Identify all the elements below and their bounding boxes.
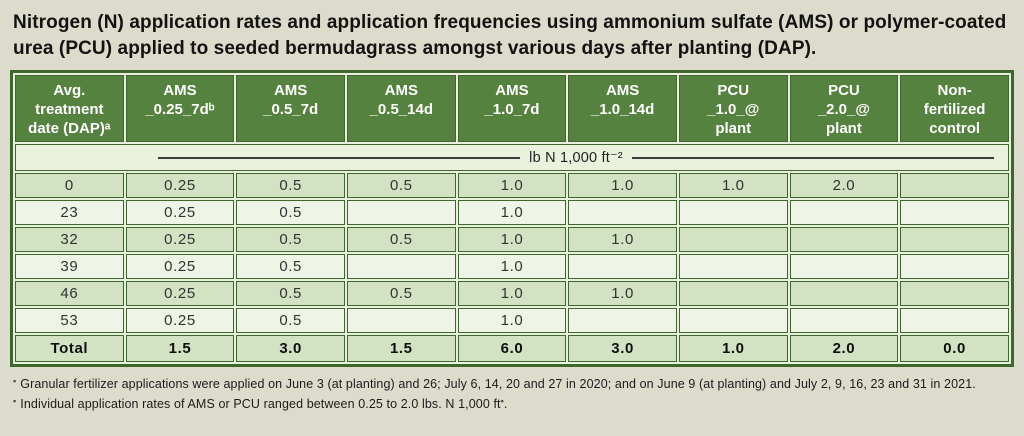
data-table: Avg. treatment date (DAP)ᵃ AMS _0.25_7dᵇ…	[10, 69, 1014, 368]
total-cell-pcu-10: 1.0	[678, 335, 788, 363]
left-dash-rule	[158, 156, 521, 159]
table-cell	[789, 254, 899, 280]
unit-row-cell: lb N 1,000 ft⁻²	[15, 144, 1009, 172]
table-cell: 0.5	[346, 173, 456, 199]
unit-label: lb N 1,000 ft⁻²	[529, 149, 623, 166]
table-row: 23 0.25 0.5 1.0	[15, 200, 1009, 226]
table-cell	[678, 200, 788, 226]
table-cell	[900, 200, 1009, 226]
total-cell-ams-10-14d: 3.0	[568, 335, 677, 363]
table-cell: 1.0	[568, 227, 677, 253]
table-cell	[900, 173, 1009, 199]
footnote-b-text: Individual application rates of AMS or P…	[20, 397, 501, 412]
footnote-b: ▪ Individual application rates of AMS or …	[13, 394, 1011, 414]
footnote-b-marker: ▪	[13, 396, 17, 407]
table-cell: 0.5	[236, 200, 345, 226]
table-cell	[568, 254, 677, 280]
table-cell	[568, 200, 677, 226]
total-cell-ams-10-7d: 6.0	[457, 335, 567, 363]
column-header-pcu-10-at-plant: PCU _1.0_@ plant	[678, 74, 788, 143]
table-cell: 1.0	[568, 281, 677, 307]
column-header-avg-treatment-date: Avg. treatment date (DAP)ᵃ	[15, 74, 124, 143]
table-cell: 0.25	[125, 308, 235, 334]
table-cell: 0.25	[125, 254, 235, 280]
total-cell-pcu-20: 2.0	[789, 335, 899, 363]
total-row-label: Total	[15, 335, 124, 363]
right-dash-rule	[631, 156, 995, 159]
column-header-ams-10-14d: AMS _1.0_14d	[568, 74, 677, 143]
table-cell: 0.5	[236, 308, 345, 334]
unit-row-content: lb N 1,000 ft⁻²	[149, 150, 1003, 166]
table-cell	[568, 308, 677, 334]
unit-row: lb N 1,000 ft⁻²	[15, 144, 1009, 172]
column-header-ams-05-7d: AMS _0.5_7d	[236, 74, 345, 143]
table-cell: 1.0	[678, 173, 788, 199]
table-row: 46 0.25 0.5 0.5 1.0 1.0	[15, 281, 1009, 307]
table-cell	[346, 254, 456, 280]
table-cell: 0.5	[236, 227, 345, 253]
table-row: 53 0.25 0.5 1.0	[15, 308, 1009, 334]
table-cell: 0.25	[125, 200, 235, 226]
column-header-ams-05-14d: AMS _0.5_14d	[346, 74, 456, 143]
footnotes: ▪ Granular fertilizer applications were a…	[13, 374, 1011, 415]
table-cell: 0.5	[346, 227, 456, 253]
column-header-ams-025-7d: AMS _0.25_7dᵇ	[125, 74, 235, 143]
table-cell: 1.0	[457, 308, 567, 334]
table-cell	[789, 227, 899, 253]
table-cell: 0.25	[125, 227, 235, 253]
table-cell: 0.25	[125, 173, 235, 199]
row-label-cell: 0	[15, 173, 124, 199]
table-cell	[346, 200, 456, 226]
total-row: Total 1.5 3.0 1.5 6.0 3.0 1.0 2.0 0.0	[15, 335, 1009, 363]
table-cell: 0.5	[236, 281, 345, 307]
table-cell	[678, 254, 788, 280]
table-cell	[900, 254, 1009, 280]
table-cell	[678, 227, 788, 253]
table-cell	[678, 308, 788, 334]
row-label-cell: 53	[15, 308, 124, 334]
table-body: 0 0.25 0.5 0.5 1.0 1.0 1.0 2.0 23 0.25 0.5 1.0 32 0.2…	[15, 173, 1009, 334]
row-label-cell: 23	[15, 200, 124, 226]
table-cell: 1.0	[457, 200, 567, 226]
footnote-a-marker: ▪	[13, 376, 17, 387]
table-cell: 0.5	[346, 281, 456, 307]
table-cell: 1.0	[457, 227, 567, 253]
table-cell	[900, 308, 1009, 334]
column-header-nonfertilized-control: Non- fertilized control	[900, 74, 1009, 143]
total-cell-ams-05-14d: 1.5	[346, 335, 456, 363]
table-cell	[789, 281, 899, 307]
total-cell-ams-025-7d: 1.5	[125, 335, 235, 363]
footnote-b-superscript: ▪	[500, 396, 504, 407]
table-cell: 1.0	[457, 173, 567, 199]
table-cell	[789, 308, 899, 334]
header-row: Avg. treatment date (DAP)ᵃ AMS _0.25_7dᵇ…	[15, 74, 1009, 143]
table-cell	[346, 308, 456, 334]
table-cell	[900, 281, 1009, 307]
table-row: 39 0.25 0.5 1.0	[15, 254, 1009, 280]
footnote-a-text: Granular fertilizer applications were ap…	[20, 377, 976, 392]
table-cell: 1.0	[457, 281, 567, 307]
table-cell	[900, 227, 1009, 253]
table-cell: 1.0	[568, 173, 677, 199]
table-cell: 0.5	[236, 173, 345, 199]
figure-title: Nitrogen (N) application rates and appli…	[13, 12, 1007, 59]
total-cell-ams-05-7d: 3.0	[236, 335, 345, 363]
footnote-a: ▪ Granular fertilizer applications were a…	[13, 374, 1011, 394]
row-label-cell: 39	[15, 254, 124, 280]
table-cell: 1.0	[457, 254, 567, 280]
column-header-pcu-20-at-plant: PCU _2.0_@ plant	[789, 74, 899, 143]
table-row: 32 0.25 0.5 0.5 1.0 1.0	[15, 227, 1009, 253]
table-row: 0 0.25 0.5 0.5 1.0 1.0 1.0 2.0	[15, 173, 1009, 199]
table-cell	[678, 281, 788, 307]
total-cell-control: 0.0	[900, 335, 1009, 363]
column-header-ams-10-7d: AMS _1.0_7d	[457, 74, 567, 143]
table-cell	[789, 200, 899, 226]
table-cell: 0.5	[236, 254, 345, 280]
table-cell: 2.0	[789, 173, 899, 199]
row-label-cell: 32	[15, 227, 124, 253]
table-cell: 0.25	[125, 281, 235, 307]
footnote-b-tail: .	[503, 397, 508, 412]
row-label-cell: 46	[15, 281, 124, 307]
